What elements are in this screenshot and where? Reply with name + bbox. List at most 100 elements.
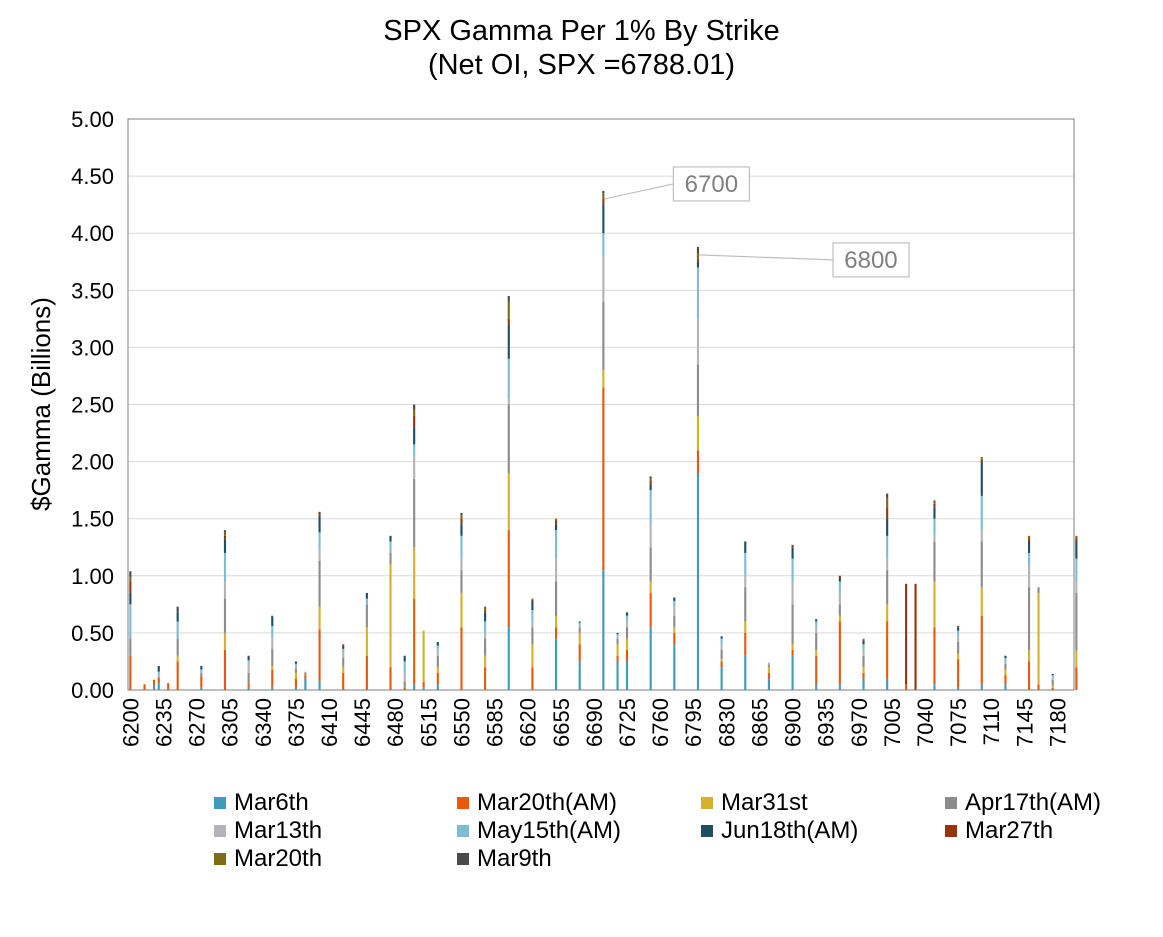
bar-segment-6525-may15th-am-: [436, 645, 439, 651]
bar-segment-6510-mar20th-am-: [422, 682, 425, 688]
bar-segment-6525-mar13th: [436, 650, 439, 656]
bar-segment-6675-mar20th-am-: [578, 644, 581, 662]
bar-segment-6575-may15th-am-: [484, 621, 487, 633]
bar-segment-6750-mar31st: [649, 581, 652, 593]
bar-segment-6715-may15th-am-: [616, 634, 619, 637]
bar-segment-6575-mar13th: [484, 632, 487, 639]
bar-segment-6600-mar6th: [507, 627, 510, 690]
bar-segment-6425-apr17th-am-: [342, 658, 345, 668]
bar-segment-6350-mar9th: [271, 615, 274, 617]
bar-segment-6675-may15th-am-: [578, 622, 581, 625]
legend-label: Mar13th: [234, 817, 323, 844]
x-tick-label: 6865: [747, 698, 772, 747]
bar-segment-7160-apr17th-am-: [1037, 587, 1040, 593]
bar-segment-6300-jun18th-am-: [223, 539, 227, 553]
x-tick-label: 6725: [615, 698, 640, 747]
bar-segment-6200-mar20th: [129, 576, 132, 582]
bar-segment-7000-mar6th: [886, 678, 889, 690]
bar-segment-6500-mar6th: [413, 684, 416, 690]
bar-segment-6375-apr17th-am-: [294, 668, 297, 673]
bar-segment-6200-mar9th: [129, 571, 132, 577]
bar-segment-6675-apr17th-am-: [578, 627, 581, 633]
bar-segment-6625-mar13th: [531, 621, 534, 628]
bar-segment-6950-may15th-am-: [838, 581, 841, 593]
annotation-layer: 6700 6800: [604, 166, 910, 278]
bar-segment-6900-mar20th-am-: [791, 650, 794, 656]
bar-segment-6575-apr17th-am-: [484, 638, 487, 656]
bar-segment-6715-mar31st: [616, 644, 619, 656]
x-axis-ticks: 6200 6235 6270 6305 6340 6375 6410 6445 6480 6515…: [118, 698, 1070, 747]
bar-segment-6800-mar6th: [696, 473, 700, 690]
x-tick-label: 6655: [549, 698, 574, 747]
plot-area-frame: [127, 118, 1075, 691]
bar-segment-6950-mar13th: [838, 592, 841, 605]
legend-swatch: [457, 797, 469, 809]
bar-segment-6900-apr17th-am-: [791, 604, 794, 645]
bar-segment-6425-mar13th: [342, 652, 345, 659]
bar-segment-7075-mar6th: [957, 687, 960, 690]
bar-segment-6625-mar31st: [531, 644, 534, 668]
bar-segment-6425-mar31st: [342, 667, 345, 673]
bar-segment-6950-mar6th: [838, 684, 841, 690]
bar-segment-6300-mar13th: [223, 581, 227, 599]
bar-segment-7050-jun18th-am-: [933, 507, 936, 519]
bar-segment-6200-mar20th-am-: [129, 655, 132, 690]
bar-segment-6200-may15th-am-: [129, 604, 132, 639]
bar-segment-6900-mar31st: [791, 644, 794, 651]
bar-segment-6385-mar6th: [304, 678, 307, 690]
bar-segment-6400-may15th-am-: [318, 532, 321, 550]
bar-segment-6275-jun18th-am-: [200, 666, 203, 670]
annotation-leader-line: [604, 183, 674, 200]
bar-segment-6725-mar20th-am-: [625, 650, 629, 662]
bar-segment-6650-mar6th: [555, 638, 558, 690]
bar-segment-6490-may15th-am-: [403, 661, 406, 673]
bar-segment-6275-apr17th-am-: [200, 672, 203, 677]
bar-segment-7050-may15th-am-: [933, 518, 936, 536]
bar-segment-6400-apr17th-am-: [318, 560, 321, 607]
bar-segment-7175-mar20th-am-: [1051, 687, 1054, 690]
x-tick-label: 6830: [714, 698, 739, 747]
bar-segment-7000-apr17th-am-: [886, 570, 889, 605]
bar-segment-6800-mar27th: [696, 259, 700, 262]
bar-segment-6350-jun18th-am-: [271, 616, 274, 627]
legend-item-mar27th: Mar27th: [945, 816, 1053, 846]
bar-segment-6325-jun18th-am-: [247, 656, 250, 661]
bar-segment-7150-may15th-am-: [1028, 552, 1031, 565]
bar-segment-6750-jun18th-am-: [649, 484, 652, 491]
bar-segment-6550-jun18th-am-: [460, 524, 463, 536]
x-tick-label: 6935: [814, 698, 839, 747]
bar-segment-6950-mar31st: [838, 615, 841, 622]
bar-segment-6475-may15th-am-: [389, 541, 392, 553]
bar-segment-6600-may15th-am-: [507, 358, 510, 399]
bar-segment-6600-mar31st: [507, 473, 510, 531]
x-tick-label: 6970: [847, 698, 872, 747]
bar-segment-7100-mar20th: [980, 457, 983, 460]
legend-swatch: [457, 825, 469, 837]
bar-segment-6775-mar20th-am-: [673, 632, 676, 645]
bar-segment-7020-mar27th: [905, 583, 908, 685]
bar-segment-6525-apr17th-am-: [436, 655, 439, 668]
bar-segment-6375-mar13th: [294, 666, 297, 669]
bar-segment-6230-mar6th: [157, 683, 160, 690]
bar-segment-6450-may15th-am-: [365, 598, 368, 605]
bar-segment-6325-may15th-am-: [247, 660, 250, 664]
bar-segment-6900-mar13th: [791, 581, 794, 605]
bar-segment-6500-mar13th: [413, 455, 416, 479]
bar-segment-6975-may15th-am-: [862, 644, 865, 651]
x-tick-label: 7180: [1045, 698, 1070, 747]
bar-segment-6875-apr17th-am-: [767, 664, 770, 668]
bar-segment-6500-may15th-am-: [413, 444, 416, 456]
annotation-label: 6700: [685, 171, 738, 198]
bar-segment-6775-mar13th: [673, 606, 676, 616]
legend-item-mar20th: Mar20th: [214, 844, 322, 874]
bar-segment-7150-jun18th-am-: [1028, 541, 1031, 553]
bar-segment-6700-mar27th: [602, 198, 605, 205]
bar-segment-6675-mar31st: [578, 632, 581, 645]
bar-segment-6850-mar6th: [744, 655, 747, 690]
legend-label: Mar9th: [477, 845, 552, 872]
bar-segment-6275-mar6th: [200, 687, 203, 690]
bar-segment-6625-may15th-am-: [531, 610, 534, 622]
bar-segment-6425-mar20th-am-: [342, 672, 345, 690]
bar-segment-6650-mar27th: [555, 520, 558, 525]
y-tick-label: 0.00: [71, 678, 114, 703]
